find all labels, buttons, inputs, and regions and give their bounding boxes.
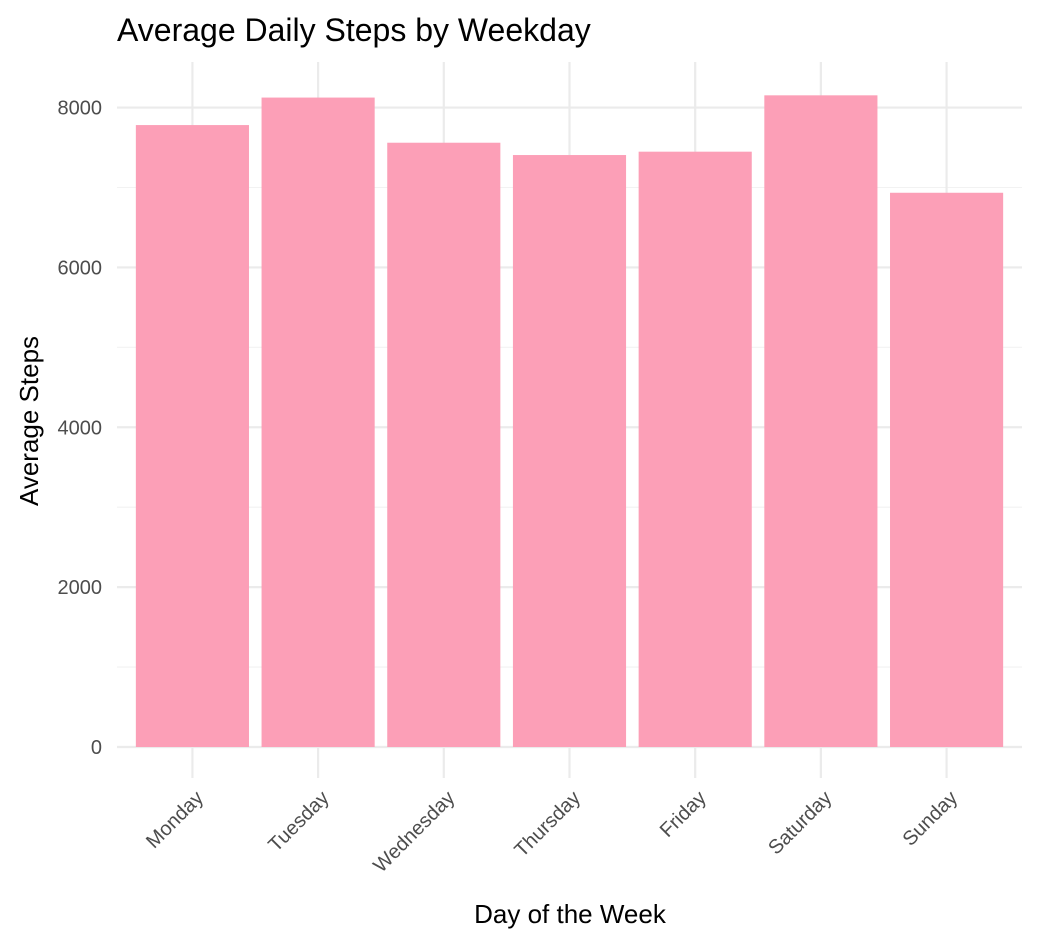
- y-tick-label: 0: [91, 737, 102, 759]
- x-tick-label: Monday: [142, 787, 208, 853]
- bar-thursday: [512, 155, 627, 747]
- y-tick-label: 6000: [58, 257, 103, 279]
- x-tick-label: Tuesday: [264, 787, 333, 856]
- y-tick-label: 8000: [58, 98, 103, 120]
- bar-sunday: [890, 192, 1004, 747]
- bar-wednesday: [387, 142, 501, 748]
- chart-title: Average Daily Steps by Weekday: [117, 12, 591, 48]
- bar-saturday: [764, 95, 878, 748]
- y-tick-label: 4000: [58, 417, 103, 439]
- bar-monday: [135, 125, 249, 747]
- bar-friday: [638, 151, 752, 747]
- x-tick-label: Friday: [656, 787, 711, 842]
- y-axis-title: Average Steps: [14, 336, 44, 506]
- x-tick-label: Saturday: [764, 787, 836, 859]
- x-axis-ticks: Monday Tuesday Wednesday Thursday Friday Satu…: [142, 787, 962, 877]
- y-tick-label: 2000: [58, 577, 103, 599]
- x-tick-label: Wednesday: [369, 787, 459, 877]
- x-axis-title: Day of the Week: [474, 899, 667, 929]
- x-tick-label: Thursday: [511, 787, 586, 862]
- y-axis-ticks: 0 2000 4000 6000 8000: [58, 98, 103, 759]
- bars: [135, 95, 1004, 748]
- x-tick-label: Sunday: [899, 787, 963, 851]
- bar-tuesday: [261, 97, 375, 748]
